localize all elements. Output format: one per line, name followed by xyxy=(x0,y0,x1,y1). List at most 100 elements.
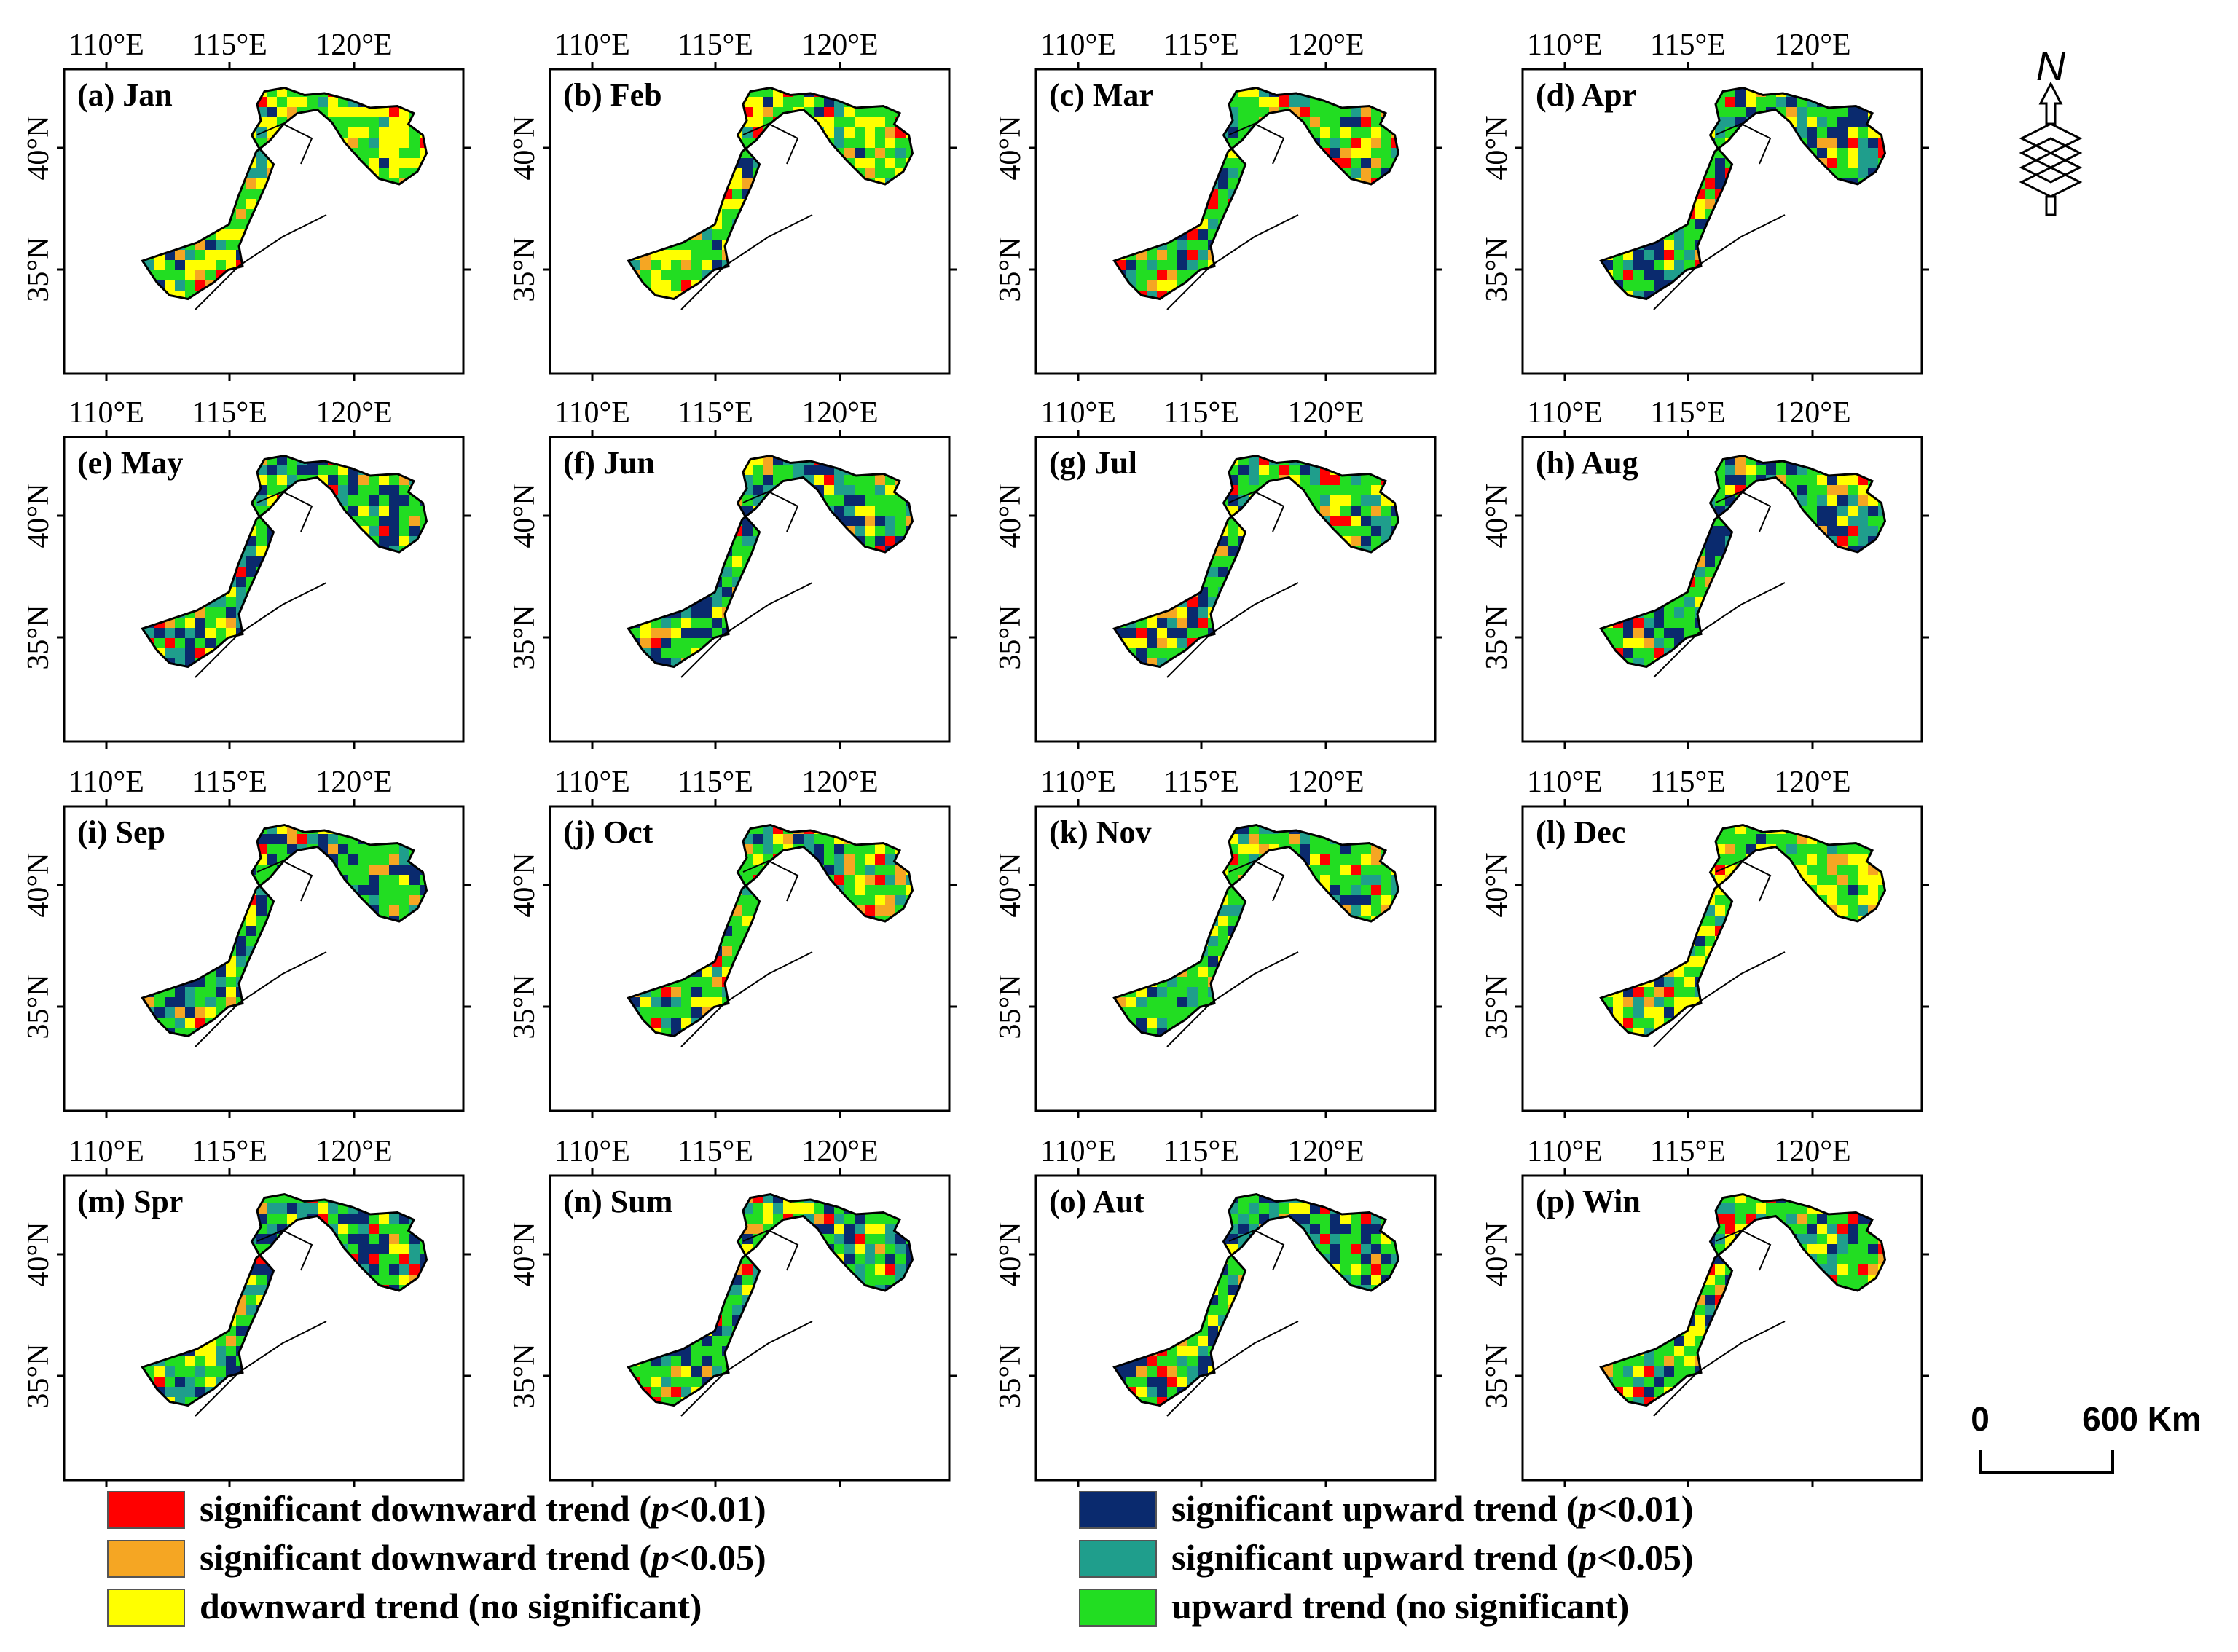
panel-frame xyxy=(63,1174,465,1482)
trend-raster xyxy=(1601,87,1885,299)
x-tick-label: 110°E xyxy=(1527,28,1603,62)
x-tick-label: 110°E xyxy=(68,28,144,62)
x-tick-label: 120°E xyxy=(1287,1135,1364,1168)
legend-item: significant upward trend (p<0.01) xyxy=(1079,1488,1694,1529)
y-tick-label: 35°N xyxy=(22,237,55,302)
y-tick-label: 40°N xyxy=(508,483,541,548)
panel-frame xyxy=(1034,436,1437,743)
legend-swatch xyxy=(107,1491,185,1529)
panel-frame xyxy=(63,436,465,743)
province-boundary xyxy=(256,122,313,165)
x-tick-label: 120°E xyxy=(1287,396,1364,430)
x-tick-label: 110°E xyxy=(554,396,630,430)
x-tick-label: 115°E xyxy=(1650,1135,1726,1168)
x-tick-label: 120°E xyxy=(315,1135,392,1168)
panel-title: (b) Feb xyxy=(563,77,662,113)
province-boundary xyxy=(742,490,799,532)
province-boundary xyxy=(195,951,327,1047)
panel-title: (o) Aut xyxy=(1049,1184,1144,1219)
map-panel: 110°E 115°E 120°E 40°N 35°N (o) Aut xyxy=(994,1135,1442,1487)
panel-frame xyxy=(1034,1174,1437,1482)
legend-label: significant upward trend (p<0.05) xyxy=(1171,1537,1694,1578)
trend-raster xyxy=(1114,825,1399,1037)
y-tick-label: 40°N xyxy=(22,115,55,180)
x-tick-label: 115°E xyxy=(678,396,753,430)
y-tick-label: 40°N xyxy=(22,852,55,917)
x-tick-label: 120°E xyxy=(315,396,392,430)
province-boundary xyxy=(1653,951,1786,1047)
y-tick-label: 35°N xyxy=(1480,605,1514,669)
map-panel: 110°E 115°E 120°E 40°N 35°N (h) Aug xyxy=(1480,396,1929,749)
map-panel: 110°E 115°E 120°E 40°N 35°N (c) Mar xyxy=(994,28,1442,381)
x-tick-label: 115°E xyxy=(678,766,753,799)
panel-title: (j) Oct xyxy=(563,814,653,850)
province-boundary xyxy=(1166,951,1299,1047)
x-tick-label: 120°E xyxy=(801,766,878,799)
panel-title: (d) Apr xyxy=(1536,77,1636,113)
trend-raster xyxy=(1114,455,1399,667)
x-tick-label: 120°E xyxy=(1287,28,1364,62)
panel-title: (i) Sep xyxy=(77,814,165,850)
map-panel: 110°E 115°E 120°E 40°N 35°N (n) Sum xyxy=(508,1135,957,1487)
y-tick-label: 40°N xyxy=(22,1222,55,1286)
panel-frame xyxy=(1521,436,1923,743)
province-boundary xyxy=(742,860,799,902)
map-panel: 110°E 115°E 120°E 40°N 35°N (i) Sep xyxy=(22,766,471,1118)
y-tick-label: 40°N xyxy=(508,1222,541,1286)
panel-title: (p) Win xyxy=(1536,1184,1641,1219)
y-tick-label: 35°N xyxy=(508,605,541,669)
y-tick-label: 35°N xyxy=(994,974,1027,1039)
province-boundary xyxy=(680,951,813,1047)
x-tick-label: 120°E xyxy=(1774,396,1850,430)
x-tick-label: 115°E xyxy=(192,396,267,430)
province-boundary xyxy=(195,214,327,310)
province-boundary xyxy=(256,860,313,902)
y-tick-label: 35°N xyxy=(22,974,55,1039)
province-boundary xyxy=(1653,1321,1786,1417)
x-tick-label: 110°E xyxy=(1527,1135,1603,1168)
province-boundary xyxy=(1715,490,1772,532)
y-tick-label: 40°N xyxy=(1480,1222,1514,1286)
x-tick-label: 120°E xyxy=(1774,1135,1850,1168)
y-tick-label: 35°N xyxy=(994,1343,1027,1408)
x-tick-label: 115°E xyxy=(1650,396,1726,430)
y-tick-label: 40°N xyxy=(1480,115,1514,180)
x-tick-label: 115°E xyxy=(1163,28,1239,62)
x-tick-label: 120°E xyxy=(1774,766,1850,799)
scale-bar-line xyxy=(1979,1450,2114,1474)
y-tick-label: 35°N xyxy=(508,974,541,1039)
legend-swatch xyxy=(1079,1491,1157,1529)
y-tick-label: 35°N xyxy=(1480,1343,1514,1408)
x-tick-label: 120°E xyxy=(1774,28,1850,62)
y-tick-label: 40°N xyxy=(508,115,541,180)
y-tick-label: 40°N xyxy=(508,852,541,917)
panel-title: (n) Sum xyxy=(563,1184,672,1219)
scale-bar-start: 0 xyxy=(1971,1400,1990,1438)
panel-frame xyxy=(1521,1174,1923,1482)
legend-swatch xyxy=(1079,1540,1157,1578)
x-tick-label: 120°E xyxy=(315,28,392,62)
province-boundary xyxy=(1653,582,1786,678)
legend-label: downward trend (no significant) xyxy=(200,1586,702,1627)
y-tick-label: 35°N xyxy=(22,605,55,669)
x-tick-label: 115°E xyxy=(1163,1135,1239,1168)
y-tick-label: 35°N xyxy=(994,237,1027,302)
province-boundary xyxy=(195,1321,327,1417)
x-tick-label: 120°E xyxy=(1287,766,1364,799)
map-panel: 110°E 115°E 120°E 40°N 35°N (a) Jan xyxy=(22,28,471,381)
map-panel: 110°E 115°E 120°E 40°N 35°N (d) Apr xyxy=(1480,28,1929,381)
scale-bar-end: 600 Km xyxy=(2082,1400,2202,1438)
trend-raster xyxy=(628,1194,913,1406)
legend-label: significant downward trend (p<0.05) xyxy=(200,1537,766,1578)
x-tick-label: 120°E xyxy=(801,396,878,430)
y-tick-label: 35°N xyxy=(1480,237,1514,302)
panel-title: (g) Jul xyxy=(1049,445,1137,481)
y-tick-label: 35°N xyxy=(508,1343,541,1408)
province-boundary xyxy=(1715,1229,1772,1271)
trend-raster xyxy=(1601,1194,1885,1406)
panel-frame xyxy=(549,436,951,743)
x-tick-label: 110°E xyxy=(1527,766,1603,799)
legend-swatch xyxy=(107,1540,185,1578)
y-tick-label: 40°N xyxy=(22,483,55,548)
